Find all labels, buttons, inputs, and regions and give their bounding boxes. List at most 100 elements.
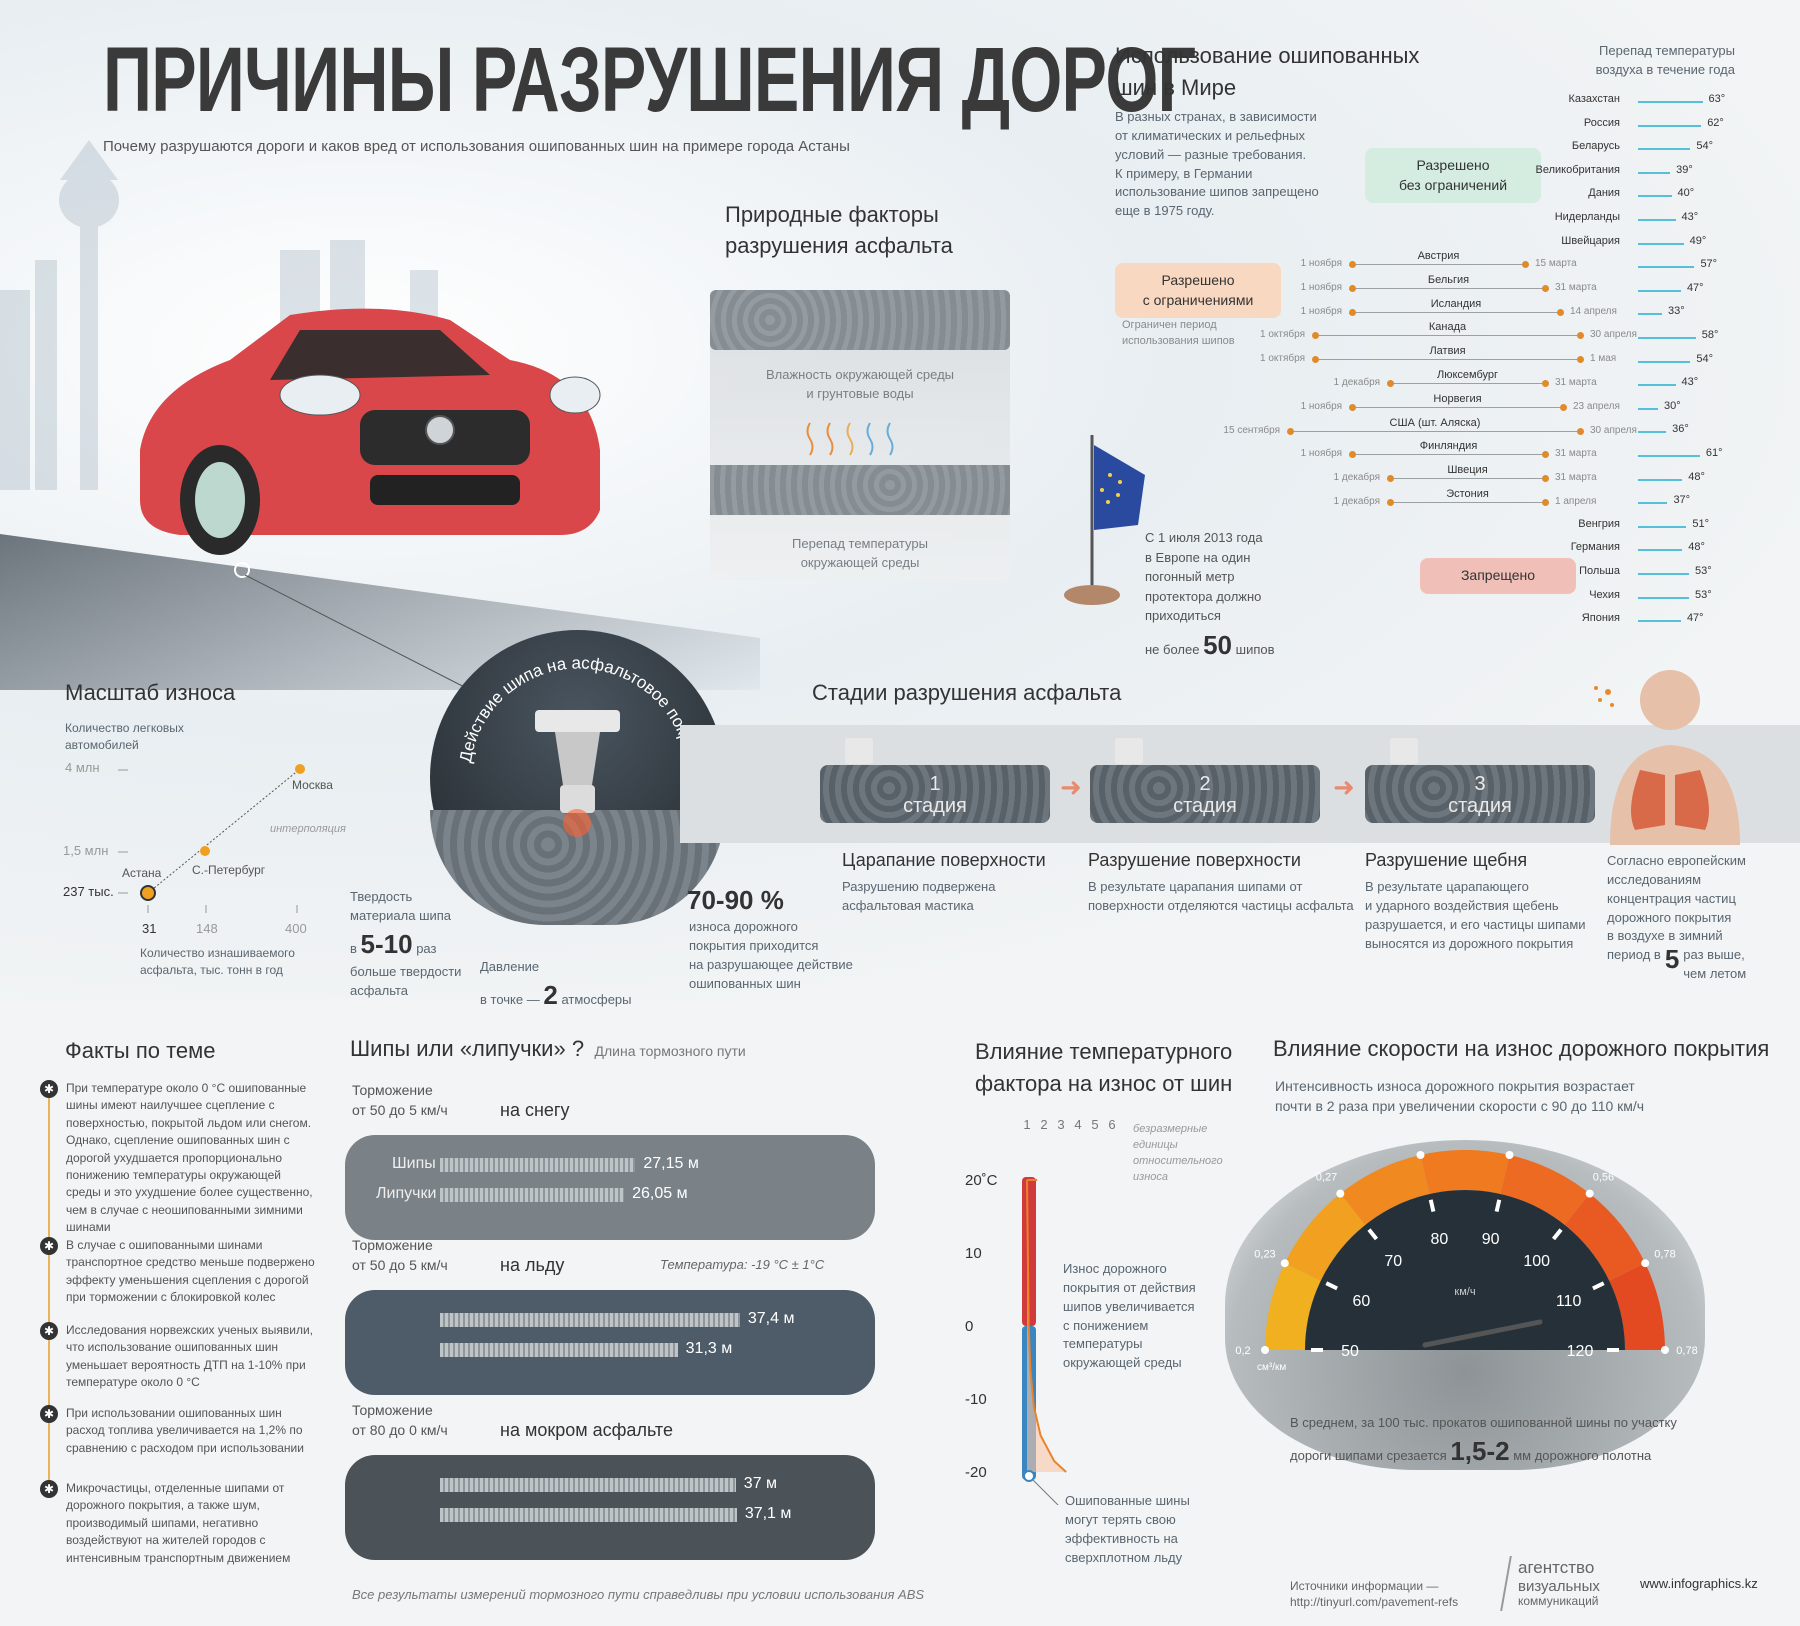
stage-word: стадия [1448, 795, 1512, 817]
temp-country: Великобритания [1535, 163, 1620, 176]
spike-icon [1390, 738, 1418, 764]
speed-label: 60 [1352, 1293, 1370, 1310]
ylabel-line2: автомобилей [65, 738, 139, 753]
factor2-line2: окружающей среды [800, 554, 920, 570]
end-date: 14 апреля [1570, 305, 1617, 317]
temp-row: Великобритания 39° [1520, 164, 1760, 186]
temp-bar [1638, 148, 1691, 151]
hardness-note: Твердость материала шипа в 5-10 раз боль… [350, 888, 461, 1001]
pct-line: ошипованных шин [689, 975, 801, 991]
temp-bar [1638, 124, 1702, 127]
sources-link[interactable]: http://tinyurl.com/pavement-refs [1290, 1595, 1459, 1610]
braking-value: 31,3 м [685, 1340, 733, 1357]
temp-country: Нидерланды [1554, 211, 1620, 223]
temp-row: 30° [1520, 400, 1760, 422]
temp-row: 43° [1520, 376, 1760, 398]
speed-bottom-note: В среднем, за 100 тыс. прокатов ошипован… [1290, 1414, 1677, 1471]
point-spb: С.-Петербург [192, 863, 266, 877]
health-line: в воздухе в зимний [1607, 928, 1723, 944]
y-tick-4mln: 4 млн [65, 760, 100, 775]
speed-title: Влияние скорости на износ дорожного покр… [1273, 1036, 1770, 1061]
temp-row: 33° [1520, 305, 1760, 327]
stage-num: 1 [929, 773, 941, 795]
asphalt-slab-bottom [710, 465, 1010, 515]
period-end-dot [1542, 451, 1549, 459]
health-line: концентрация частиц [1607, 890, 1736, 906]
hard-line1: Твердость [350, 889, 413, 904]
sources-line1: Источники информации — [1290, 1579, 1439, 1593]
temp-bar [1638, 407, 1658, 410]
start-date: 1 ноября [1300, 258, 1342, 269]
wear-value: 0,56 [1593, 1171, 1614, 1183]
brake-label: Торможение от 50 до 5 км/ч [352, 1080, 448, 1121]
stage-desc-line: поверхности отделяются частицы асфальта [1088, 897, 1354, 913]
wear-unit: см³/км [1257, 1362, 1286, 1373]
end-date: 31 марта [1555, 281, 1597, 293]
press-unit: атмосферы [561, 991, 632, 1007]
temp-value: 61° [1705, 447, 1723, 459]
braking-value: 37,1 м [744, 1505, 792, 1522]
europe-number: 50 [1203, 629, 1233, 660]
period-line [1315, 335, 1580, 337]
stage-desc-line: разрушается, и его частицы шипами [1365, 916, 1586, 932]
wear-marker [1416, 1151, 1425, 1160]
speed-needle [1422, 1319, 1543, 1348]
temp-desc-line: окружающей среды [1063, 1355, 1182, 1371]
scale-warm [1022, 1177, 1036, 1326]
stage-num: 2 [1199, 773, 1211, 795]
heat-waves-icon [806, 422, 894, 456]
facts-title: Факты по теме [65, 1038, 216, 1063]
country-label: Люксембург [1436, 369, 1499, 381]
stage-desc-line: выносятся из дорожного покрытия [1365, 935, 1574, 951]
country-label: Бельгия [1427, 273, 1470, 286]
website-link[interactable]: www.infographics.kz [1640, 1576, 1758, 1591]
period-end-dot [1542, 380, 1549, 387]
temp-row: Германия 48° [1520, 541, 1760, 563]
stage-desc: Разрушению подвержена асфальтовая мастика [842, 878, 995, 916]
brake-word: Торможение [352, 1402, 433, 1418]
braking-title: Шипы или «липучки» ? [350, 1036, 585, 1061]
temp-note-line: сверхплотном льду [1065, 1549, 1183, 1565]
ylabel-line1: Количество легковых [65, 721, 184, 735]
eu-flag-icon [1064, 435, 1145, 605]
temp-value: 48° [1688, 541, 1705, 554]
stage-desc: В результате царапания шипами от поверхно… [1088, 878, 1354, 916]
x-tick: 3 [1057, 1117, 1064, 1132]
brake-surface: на мокром асфальте [500, 1420, 673, 1440]
hard-prefix: в [350, 940, 357, 956]
brake-surface: на снегу [500, 1100, 570, 1120]
human-lungs-icon [1594, 670, 1740, 845]
temp-value: 33° [1668, 305, 1685, 318]
spike-icon [845, 738, 873, 764]
temp-row: Казахстан 63° [1520, 93, 1760, 115]
arc-title-text: Действие шипа на асфальтовое покрытие [425, 625, 702, 774]
speed-label: 120 [1567, 1343, 1594, 1360]
braking-bar-velcro [440, 1508, 737, 1522]
temp-value: 62° [1707, 116, 1724, 129]
stage-desc-line: и ударного воздействия щебень [1365, 897, 1559, 913]
end-date: 23 апреля [1573, 400, 1620, 412]
start-date: 1 октября [1260, 329, 1305, 341]
temp-value: 54° [1696, 140, 1714, 153]
temp-country: Дания [1588, 187, 1620, 200]
road-band [345, 1135, 875, 1240]
period-end-dot [1577, 332, 1584, 340]
temp-row: Нидерланды 43° [1520, 211, 1760, 233]
temp-bar [1638, 219, 1676, 221]
temp-value: 47° [1686, 612, 1704, 625]
temp-header: Перепад температуры воздуха в течение го… [1580, 42, 1735, 80]
brake-speed: от 50 до 5 км/ч [352, 1257, 448, 1274]
country-label: Канада [1428, 321, 1467, 334]
temp-desc-line: Износ дорожного [1063, 1261, 1167, 1276]
interpolation-label: интерполяция [270, 823, 346, 835]
temp-desc-line: покрытия от действия [1063, 1279, 1196, 1295]
y-tick: 20˚С [965, 1172, 998, 1189]
stage-number: 1 стадия [820, 773, 1050, 817]
temp-country: Япония [1581, 612, 1620, 625]
period-start-dot [1287, 427, 1294, 435]
end-date: 31 марта [1555, 448, 1597, 460]
units-line: безразмерные [1133, 1123, 1208, 1135]
wear-area [1027, 1180, 1067, 1472]
temp-row: Чехия 53° [1520, 589, 1760, 611]
period-end-dot [1542, 475, 1549, 483]
